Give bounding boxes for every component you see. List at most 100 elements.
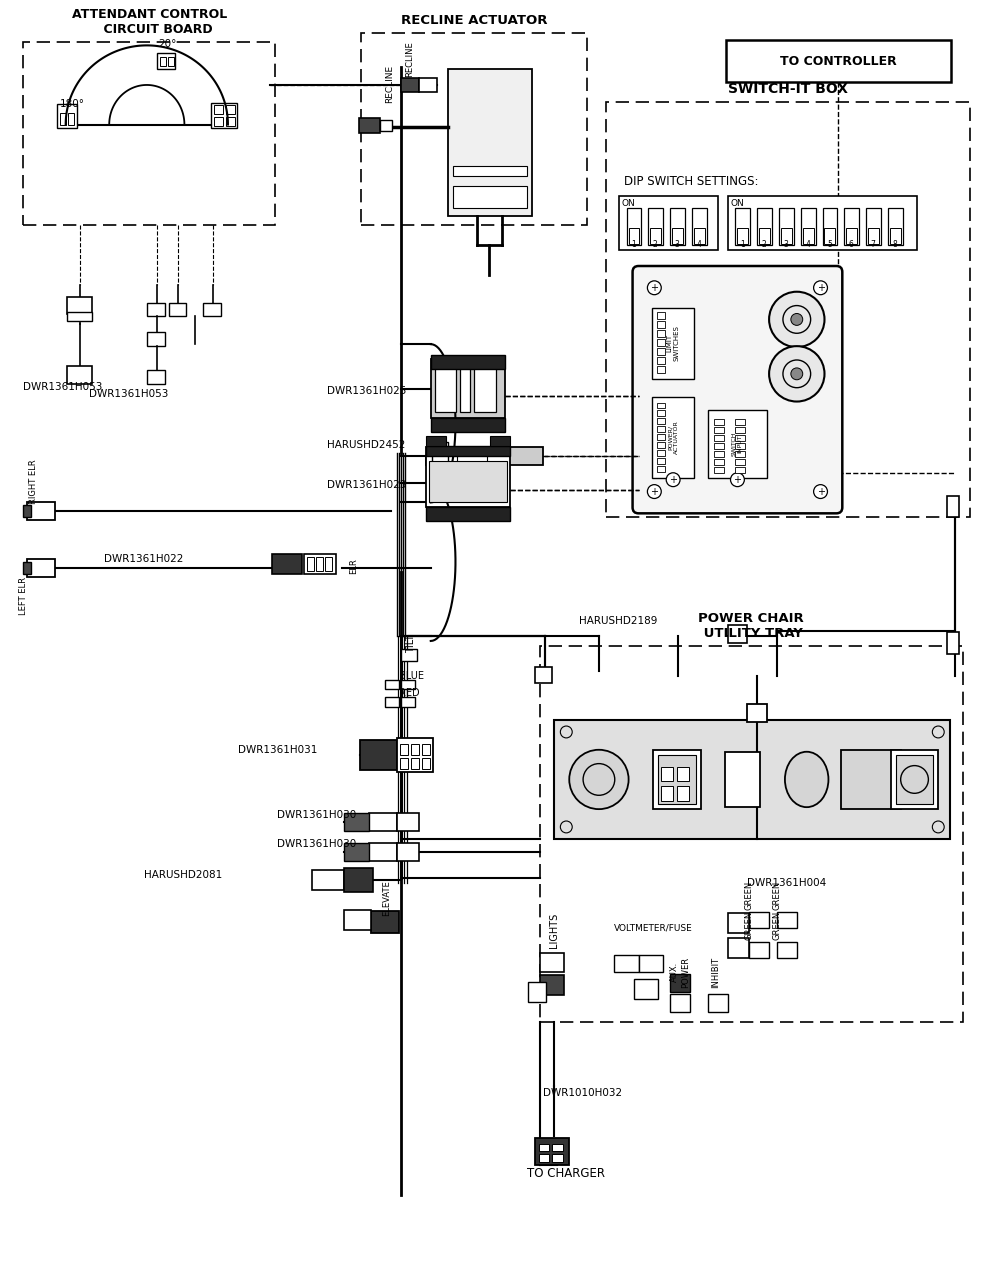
Circle shape: [769, 291, 824, 347]
Bar: [540, 953, 564, 972]
Text: GREEN: GREEN: [745, 911, 754, 940]
Bar: [214, 105, 223, 114]
Text: 5: 5: [827, 241, 832, 250]
Text: 180°: 180°: [60, 99, 85, 109]
Bar: [657, 442, 665, 449]
Bar: [426, 456, 510, 507]
Bar: [344, 910, 371, 930]
Bar: [670, 208, 685, 246]
Text: POWER/
ACTUATOR: POWER/ ACTUATOR: [668, 421, 679, 454]
Bar: [677, 767, 689, 782]
Bar: [657, 322, 665, 328]
Text: TO CHARGER: TO CHARGER: [527, 1167, 605, 1180]
Bar: [460, 367, 470, 413]
Bar: [619, 196, 718, 250]
Bar: [432, 442, 448, 470]
Bar: [947, 632, 959, 654]
Text: 8: 8: [892, 241, 897, 250]
Bar: [490, 436, 510, 446]
Text: ELEVATE: ELEVATE: [382, 881, 391, 916]
Bar: [27, 503, 55, 521]
Text: TILT: TILT: [406, 634, 416, 653]
Bar: [316, 557, 323, 570]
Bar: [629, 228, 639, 245]
Bar: [422, 744, 430, 755]
Circle shape: [814, 281, 827, 295]
Bar: [708, 411, 767, 478]
Bar: [454, 447, 491, 465]
Bar: [540, 976, 564, 995]
Bar: [312, 870, 344, 891]
Text: DWR1361H022: DWR1361H022: [104, 554, 184, 564]
Bar: [539, 1144, 549, 1152]
Bar: [714, 466, 724, 473]
Bar: [168, 57, 174, 66]
Bar: [400, 758, 408, 769]
Bar: [68, 113, 74, 124]
Bar: [528, 982, 546, 1002]
Bar: [777, 941, 797, 958]
Text: 1: 1: [740, 241, 745, 250]
Bar: [426, 447, 454, 465]
Bar: [426, 436, 446, 446]
Bar: [411, 744, 419, 755]
Bar: [735, 208, 750, 246]
Bar: [203, 303, 221, 317]
Bar: [658, 755, 696, 805]
Text: VOLTMETER/FUSE: VOLTMETER/FUSE: [614, 924, 693, 933]
Text: 20°: 20°: [159, 39, 177, 49]
Text: DWR1361H025: DWR1361H025: [327, 385, 406, 395]
Bar: [67, 296, 92, 314]
Bar: [735, 459, 745, 465]
Bar: [890, 228, 901, 245]
Bar: [708, 995, 728, 1012]
Text: ATTENDANT CONTROL
    CIRCUIT BOARD: ATTENDANT CONTROL CIRCUIT BOARD: [72, 9, 227, 37]
Bar: [361, 33, 587, 226]
Bar: [650, 228, 661, 245]
Bar: [714, 435, 724, 441]
Bar: [657, 366, 665, 372]
Bar: [606, 101, 970, 517]
Bar: [888, 208, 903, 246]
Text: DWR1010H032: DWR1010H032: [543, 1088, 622, 1098]
Bar: [846, 228, 857, 245]
Bar: [648, 208, 663, 246]
Bar: [749, 941, 769, 958]
Bar: [27, 559, 55, 576]
Text: RECLINE ACTUATOR: RECLINE ACTUATOR: [401, 14, 548, 27]
Bar: [670, 995, 690, 1012]
Bar: [891, 750, 938, 810]
Bar: [714, 459, 724, 465]
Text: +: +: [817, 283, 825, 293]
Bar: [803, 228, 814, 245]
Bar: [728, 938, 749, 958]
Bar: [552, 1144, 563, 1152]
Bar: [325, 557, 332, 570]
Bar: [426, 507, 510, 521]
Text: +: +: [650, 487, 658, 497]
Bar: [726, 41, 951, 82]
Bar: [380, 119, 392, 132]
Bar: [23, 42, 275, 226]
Bar: [147, 332, 165, 346]
Text: GREEN: GREEN: [773, 911, 782, 940]
Text: DIP SWITCH SETTINGS:: DIP SWITCH SETTINGS:: [624, 175, 758, 188]
Text: DWR1361H053: DWR1361H053: [89, 389, 169, 399]
Bar: [147, 303, 165, 317]
Bar: [692, 208, 707, 246]
Bar: [371, 911, 399, 933]
Circle shape: [647, 281, 661, 295]
Bar: [401, 649, 417, 660]
Bar: [157, 53, 175, 70]
Text: 6: 6: [849, 241, 854, 250]
Bar: [657, 411, 665, 417]
Bar: [554, 720, 950, 839]
Bar: [385, 697, 399, 707]
Bar: [67, 366, 92, 384]
Text: +: +: [817, 487, 825, 497]
Bar: [422, 758, 430, 769]
Bar: [749, 912, 769, 927]
Text: 2: 2: [653, 241, 658, 250]
Bar: [474, 367, 496, 413]
Text: 1: 1: [631, 241, 636, 250]
